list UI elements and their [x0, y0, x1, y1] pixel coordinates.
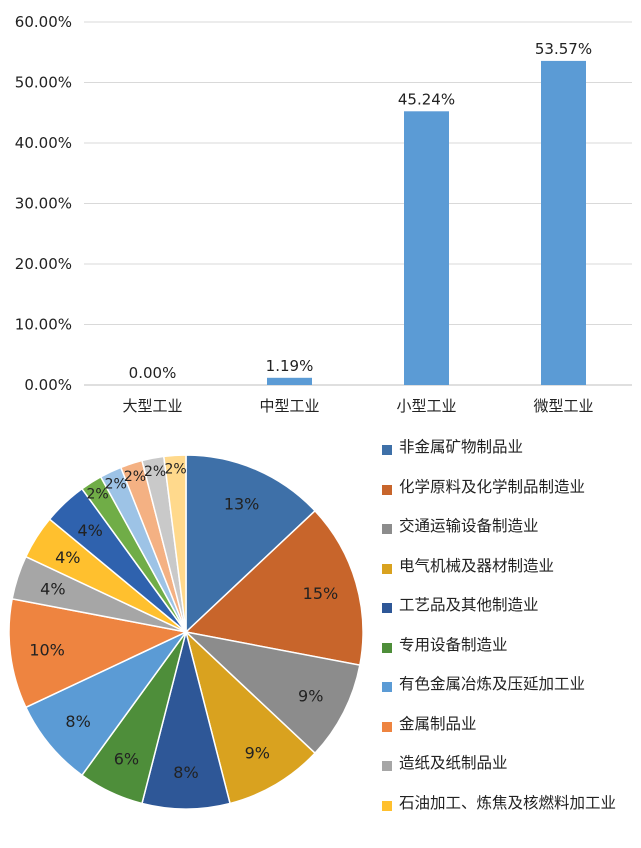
legend-item: 造纸及纸制品业: [382, 753, 641, 793]
slice-label: 4%: [77, 521, 102, 540]
legend-swatch: [382, 603, 392, 613]
slice-label: 9%: [298, 687, 323, 706]
legend-label: 工艺品及其他制造业: [399, 596, 539, 614]
legend-item: 工艺品及其他制造业: [382, 595, 641, 635]
data-label: 1.19%: [266, 357, 314, 375]
slice-label: 4%: [40, 580, 65, 599]
pie-slice: [8, 597, 189, 709]
slice-label: 2%: [105, 477, 127, 493]
legend-label: 交通运输设备制造业: [399, 517, 539, 535]
legend-item: 非金属矿物制品业: [382, 437, 641, 477]
bar-chart: 0.00% 10.00% 20.00% 30.00% 40.00% 50.00% 60.00…: [15, 13, 632, 415]
legend-swatch: [382, 682, 392, 692]
slice-label: 10%: [29, 641, 65, 660]
slice-label: 8%: [173, 763, 198, 782]
legend-label: 造纸及纸制品业: [399, 754, 508, 772]
bar: [267, 377, 312, 385]
legend-item: 交通运输设备制造业: [382, 516, 641, 556]
y-tick-label: 30.00%: [15, 195, 72, 213]
pie-legend: 非金属矿物制品业化学原料及化学制品制造业 交通运输设备制造业 电气机械及器材制造业工…: [382, 437, 641, 832]
y-tick-label: 40.00%: [15, 134, 72, 152]
pie-slice: [183, 630, 361, 755]
slice-label: 9%: [245, 744, 270, 763]
legend-swatch: [382, 800, 392, 811]
legend-label: 电气机械及器材制造业: [399, 556, 555, 575]
pie-slice: [185, 454, 317, 634]
pie-slice: [184, 509, 364, 667]
x-tick-label: 大型工业: [122, 397, 182, 415]
y-tick-label: 50.00%: [15, 74, 72, 92]
data-label: 0.00%: [129, 364, 177, 382]
legend-item: 专用设备制造业: [382, 635, 641, 675]
bar: [541, 60, 586, 386]
x-tick-label: 中型工业: [259, 397, 319, 415]
slice-label: 8%: [65, 712, 90, 731]
slice-label: 2%: [165, 461, 187, 477]
slice-label: 15%: [303, 584, 339, 603]
data-label: 45.24%: [398, 90, 455, 108]
legend-label: 专用设备制造业: [399, 635, 508, 654]
y-tick-label: 60.00%: [15, 13, 72, 31]
x-tick-label: 微型工业: [533, 397, 593, 415]
pie-slice: [184, 629, 317, 805]
legend-label: 非金属矿物制品业: [399, 438, 524, 456]
slice-label: 2%: [86, 487, 108, 503]
pie-slice: [24, 631, 187, 777]
y-tick-label: 0.00%: [24, 376, 72, 394]
legend-swatch: [382, 445, 392, 455]
legend-item: 金属制品业: [382, 714, 641, 754]
legend-item: 化学原料及化学制品制造业: [382, 477, 641, 517]
pie-slice: [141, 631, 231, 810]
legend-label: 石油加工、炼焦及核燃料加工业: [399, 793, 617, 812]
legend-swatch: [382, 484, 392, 495]
x-tick-label: 小型工业: [396, 397, 456, 415]
legend-item: 有色金属冶炼及压延加工业: [382, 674, 641, 714]
legend-label: 化学原料及化学制品制造业: [399, 477, 586, 496]
pie-slice: [162, 454, 187, 633]
slice-label: 2%: [124, 469, 146, 485]
legend-item: 电气机械及器材制造业: [382, 556, 641, 596]
bar: [404, 111, 449, 385]
legend-swatch: [382, 721, 392, 732]
legend-swatch: [382, 642, 392, 653]
y-tick-label: 20.00%: [15, 255, 72, 273]
legend-swatch: [382, 761, 392, 771]
legend-label: 金属制品业: [399, 714, 477, 733]
legend-item: 石油加工、炼焦及核燃料加工业: [382, 793, 641, 833]
slice-label: 2%: [144, 464, 166, 480]
data-label: 53.57%: [535, 40, 592, 58]
legend-swatch: [382, 563, 392, 574]
legend-swatch: [382, 524, 392, 534]
slice-label: 6%: [114, 750, 139, 769]
y-tick-label: 10.00%: [15, 316, 72, 334]
slice-label: 13%: [224, 495, 260, 514]
legend-label: 有色金属冶炼及压延加工业: [399, 675, 586, 693]
pie-chart: 13%15%9%9%8%6%8%10%4%4%4%2%2%2%2%2%: [8, 454, 364, 810]
slice-label: 4%: [55, 548, 80, 567]
